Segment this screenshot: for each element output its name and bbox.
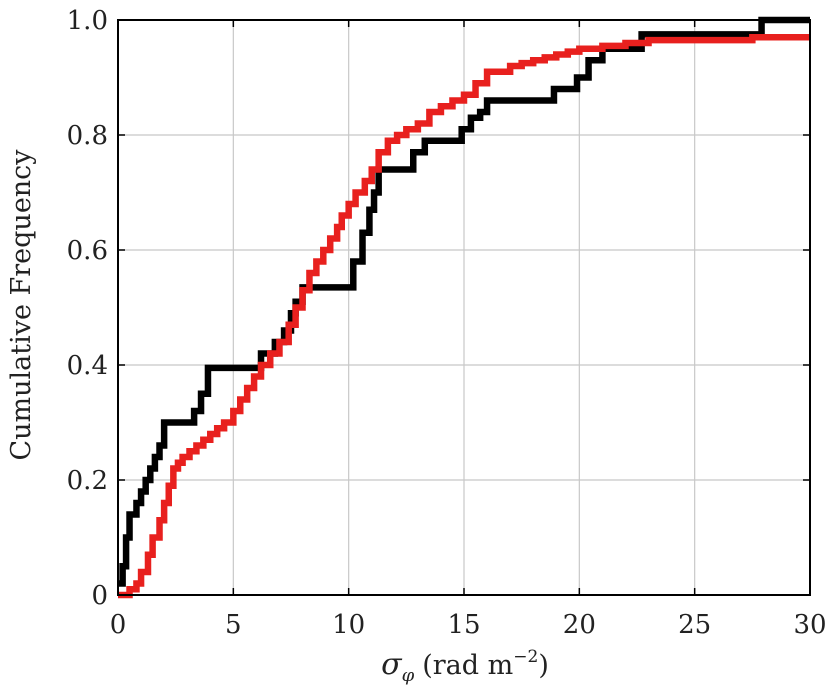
x-axis-unit-open: (rad m [422,650,513,681]
tick-labels: 0 5 10 15 20 25 30 0 0.2 0.4 0.6 0.8 1.0 [67,6,827,640]
x-tick-label: 5 [225,610,242,640]
x-axis-subscript: φ [402,665,415,686]
x-axis-label: σφ (rad m−2) [381,647,549,686]
ticks [117,19,811,596]
x-axis-symbol: σ [381,647,403,682]
series-line-1 [118,16,810,587]
x-tick-label: 10 [332,610,365,640]
grid [118,20,810,595]
x-axis-unit-exponent: −2 [513,647,538,667]
y-tick-label: 0.2 [67,466,108,496]
x-tick-label: 25 [678,610,711,640]
y-tick-label: 0.8 [67,121,108,151]
series-layer [118,16,810,599]
x-tick-label: 20 [563,610,596,640]
y-axis-label: Cumulative Frequency [6,149,37,461]
x-tick-label: 15 [447,610,480,640]
x-tick-label: 0 [110,610,127,640]
y-tick-label: 0 [91,581,108,611]
series-line-2 [118,34,810,599]
y-tick-label: 0.4 [67,351,108,381]
y-tick-label: 0.6 [67,236,108,266]
y-tick-label: 1.0 [67,6,108,36]
x-axis-unit-close: ) [538,650,549,681]
x-tick-label: 30 [793,610,826,640]
